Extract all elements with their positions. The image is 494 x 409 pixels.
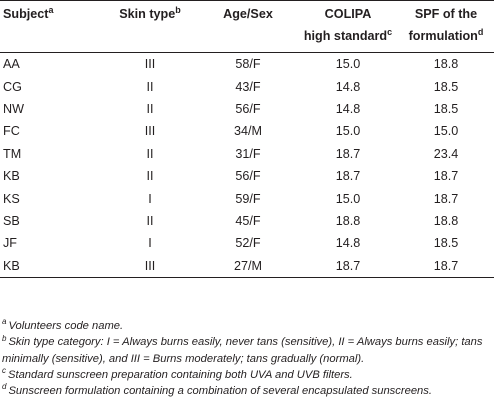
cell-age-sex: 43/F: [235, 79, 261, 94]
footnote-text: Sunscreen formulation containing a combi…: [8, 385, 432, 398]
footnote-d: d Sunscreen formulation containing a comb…: [0, 383, 494, 399]
table-row: NW II 56/F 14.8 18.5: [0, 98, 494, 120]
cell-spf: 18.5: [433, 101, 459, 116]
cell-colipa: 15.0: [335, 191, 361, 206]
cell-colipa: 15.0: [335, 57, 361, 72]
table-row: TM II 31/F 18.7 23.4: [0, 143, 494, 165]
footnote-c: c Standard sunscreen preparation containi…: [0, 367, 494, 383]
cell-colipa: 14.8: [335, 79, 361, 94]
cell-colipa: 18.7: [298, 254, 398, 278]
footnote-b: b Skin type category: I = Always burns ea…: [0, 334, 494, 367]
cell-subject: CG: [3, 79, 22, 94]
cell-skin-type: II: [146, 213, 154, 228]
header-subject: Subjecta: [0, 0, 102, 28]
table-row: KB III 27/M 18.7 18.7: [0, 254, 494, 278]
footnote-marker: c: [2, 366, 6, 376]
table-row: JF I 52/F 14.8 18.5: [0, 232, 494, 254]
footnote-text: Skin type category: I = Always burns eas…: [2, 336, 483, 365]
footnote-marker: d: [2, 382, 7, 392]
footnotes: a Volunteers code name. b Skin type categor…: [0, 318, 494, 399]
footnote-mark-c: c: [387, 26, 393, 37]
cell-age-sex: 56/F: [235, 101, 261, 116]
cell-spf: 23.4: [433, 146, 459, 161]
cell-subject: KB: [3, 169, 20, 184]
cell-age-sex: 31/F: [235, 146, 261, 161]
cell-age-sex: 58/F: [235, 57, 261, 72]
header-empty-cell: [0, 28, 102, 53]
cell-spf: 18.7: [433, 191, 459, 206]
cell-skin-type: III: [144, 124, 156, 139]
header-row-1: Subjecta Skin typeb Age/Sex COLIPA SPF o…: [0, 0, 494, 28]
cell-colipa: 14.8: [335, 236, 361, 251]
cell-subject: JF: [3, 236, 17, 251]
table-row: FC III 34/M 15.0 15.0: [0, 120, 494, 142]
cell-spf: 18.5: [433, 79, 459, 94]
footnote-mark-a: a: [48, 4, 54, 15]
header-age-sex: Age/Sex: [198, 0, 298, 28]
cell-spf: 18.5: [433, 236, 459, 251]
header-empty-cell: [102, 28, 198, 53]
cell-subject: FC: [3, 124, 20, 139]
cell-subject: AA: [3, 57, 20, 72]
cell-spf: 18.8: [433, 57, 459, 72]
table-row: KS I 59/F 15.0 18.7: [0, 187, 494, 209]
header-spf-line2: formulationd: [398, 26, 494, 53]
spf-table: Subjecta Skin typeb Age/Sex COLIPA SPF o…: [0, 0, 494, 278]
cell-skin-type: III: [144, 57, 156, 72]
cell-age-sex: 34/M: [234, 124, 262, 139]
cell-colipa: 18.7: [335, 146, 361, 161]
cell-colipa: 18.7: [335, 169, 361, 184]
header-colipa-line1: COLIPA: [298, 0, 398, 28]
footnote-text: Volunteers code name.: [8, 320, 124, 332]
header-spf-line1: SPF of the: [398, 0, 494, 28]
cell-skin-type: II: [146, 101, 154, 116]
cell-colipa: 15.0: [335, 124, 361, 139]
table-body: AA III 58/F 15.0 18.8 CG II 43/F 14.8 18.5 NW II 56/…: [0, 53, 494, 278]
header-empty-cell: [198, 28, 298, 53]
cell-age-sex: 59/F: [235, 191, 261, 206]
table-row: CG II 43/F 14.8 18.5: [0, 75, 494, 97]
cell-skin-type: III: [102, 254, 198, 278]
table-row: AA III 58/F 15.0 18.8: [0, 53, 494, 76]
cell-spf: 18.8: [433, 213, 459, 228]
footnote-text: Standard sunscreen preparation containin…: [8, 368, 353, 381]
cell-subject: SB: [3, 213, 20, 228]
data-table-container: Subjecta Skin typeb Age/Sex COLIPA SPF o…: [0, 0, 494, 278]
cell-skin-type: II: [146, 146, 154, 161]
cell-age-sex: 52/F: [235, 236, 261, 251]
header-colipa-line2: high standardc: [298, 26, 398, 53]
cell-age-sex: 27/M: [198, 254, 298, 278]
header-skin-type: Skin typeb: [102, 0, 198, 28]
cell-spf: 15.0: [433, 124, 459, 139]
footnote-marker: a: [2, 317, 7, 327]
cell-spf: 18.7: [433, 169, 459, 184]
footnote-mark-d: d: [477, 26, 484, 37]
cell-spf: 18.7: [398, 254, 494, 278]
cell-colipa: 14.8: [335, 101, 361, 116]
cell-skin-type: II: [146, 79, 154, 94]
footnote-a: a Volunteers code name.: [0, 318, 494, 334]
header-row-2: high standardc formulationd: [0, 26, 494, 53]
cell-subject: KS: [3, 191, 20, 206]
table-row: SB II 45/F 18.8 18.8: [0, 210, 494, 232]
table-row: KB II 56/F 18.7 18.7: [0, 165, 494, 187]
cell-subject: TM: [3, 146, 22, 161]
cell-subject: KB: [0, 254, 102, 278]
footnote-marker: b: [2, 333, 7, 343]
cell-subject: NW: [3, 101, 24, 116]
footnote-mark-b: b: [175, 4, 181, 15]
cell-skin-type: II: [146, 169, 154, 184]
cell-skin-type: I: [148, 236, 152, 251]
cell-skin-type: I: [148, 191, 152, 206]
cell-age-sex: 56/F: [235, 169, 261, 184]
cell-colipa: 18.8: [335, 213, 361, 228]
cell-age-sex: 45/F: [235, 213, 261, 228]
table-header: Subjecta Skin typeb Age/Sex COLIPA SPF o…: [0, 0, 494, 53]
